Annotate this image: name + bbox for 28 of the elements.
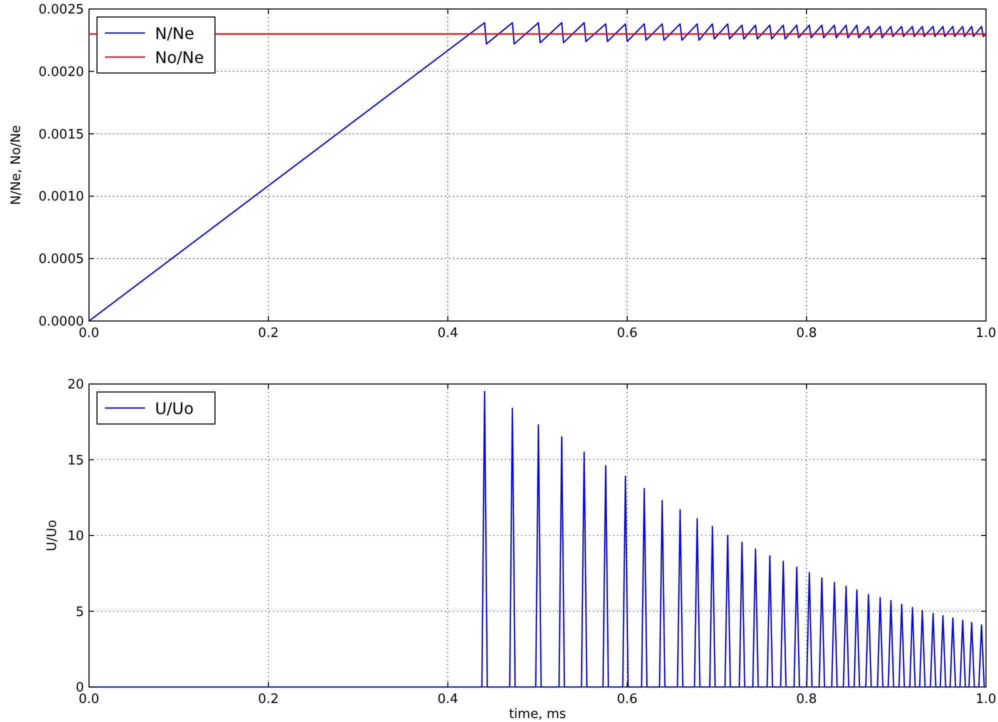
y-axis-title: N/Ne, No/Ne [9,125,24,205]
y-tick-label: 0.0015 [38,127,84,142]
x-tick-label: 0.0 [78,692,100,707]
x-tick-label: 0.4 [437,692,458,707]
x-tick-label: 0.8 [796,326,817,341]
y-tick-label: 0.0025 [38,2,84,18]
x-tick-label: 0.4 [437,326,458,341]
y-tick-label: 0.0005 [38,252,84,268]
line-series [88,22,987,322]
x-tick-label: 0.2 [258,692,279,707]
x-tick-label: 1.0 [976,692,996,707]
y-axis-title: U/Uo [45,520,60,552]
x-tick-label: 0.8 [796,692,817,707]
y-tick-label: 0.0020 [38,64,84,80]
x-axis-title: time, ms [508,707,566,722]
y-tick-label: 20 [67,378,84,392]
x-tick-label: 1.0 [976,326,996,341]
y-tick-label: 15 [67,453,84,468]
y-tick-label: 5 [76,604,84,620]
x-tick-label: 0.0 [78,326,100,341]
legend-label: No/Ne [155,48,204,67]
y-tick-label: 10 [67,529,84,544]
legend-label: U/Uo [155,399,194,418]
legend-label: N/Ne [155,24,194,43]
x-tick-label: 0.6 [616,692,638,707]
x-tick-label: 0.6 [616,326,638,341]
y-tick-label: 0.0010 [38,190,84,205]
x-tick-label: 0.2 [258,326,279,341]
